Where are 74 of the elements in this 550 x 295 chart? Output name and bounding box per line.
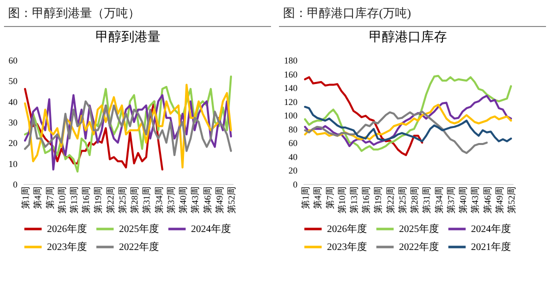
line-series [304, 110, 488, 154]
x-tick-label: 第13周 [348, 186, 359, 214]
x-tick-label: 第43周 [190, 186, 200, 214]
x-tick-label: 第28周 [130, 186, 140, 214]
chart-subtitle: 甲醇港口库存 [369, 29, 447, 44]
y-tick-label: 60 [288, 138, 298, 148]
line-series [304, 76, 424, 156]
legend-label: 2025年度 [119, 223, 159, 235]
x-tick-label: 第52周 [506, 186, 516, 214]
y-tick-label: 40 [8, 96, 18, 107]
x-tick-label: 第40周 [458, 186, 468, 214]
x-tick-label: 第25周 [397, 186, 408, 214]
legend-label: 2024年度 [191, 223, 231, 235]
x-tick-label: 第37周 [446, 186, 456, 214]
x-tick-label: 第37周 [166, 186, 176, 214]
x-tick-label: 第52周 [226, 186, 236, 214]
y-tick-label: 10 [8, 158, 18, 169]
x-tick-label: 第7周 [324, 186, 335, 209]
y-tick-label: 60 [8, 56, 18, 66]
legend-label: 2026年度 [327, 223, 367, 235]
x-tick-label: 第16周 [81, 186, 92, 214]
x-tick-label: 第31周 [422, 186, 432, 214]
x-tick-label: 第16周 [361, 186, 372, 214]
x-tick-label: 第28周 [410, 186, 420, 214]
x-tick-label: 第46周 [202, 186, 212, 214]
y-tick-label: 120 [284, 96, 298, 107]
x-tick-label: 第40周 [178, 186, 188, 214]
x-tick-label: 第4周 [312, 186, 323, 209]
x-tick-label: 第10周 [336, 186, 347, 214]
y-tick-label: 50 [8, 76, 18, 86]
y-tick-label: 20 [288, 166, 298, 176]
y-tick-label: 80 [288, 124, 298, 134]
x-tick-label: 第34周 [154, 186, 164, 214]
x-tick-label: 第10周 [56, 186, 67, 214]
y-tick-label: 140 [284, 83, 298, 94]
line-series [24, 88, 164, 171]
line-series [304, 94, 512, 148]
y-tick-label: 180 [284, 56, 298, 66]
chart-title: 图：甲醇到港量（万吨） [4, 0, 271, 27]
legend-label: 2023年度 [327, 241, 367, 253]
chart-subtitle: 甲醇到港量 [96, 29, 160, 44]
y-tick-label: 160 [284, 69, 298, 80]
x-tick-label: 第25周 [117, 186, 128, 214]
y-tick-label: 20 [8, 138, 18, 148]
x-tick-label: 第19周 [373, 186, 384, 214]
y-tick-label: 30 [8, 118, 18, 128]
x-tick-label: 第22周 [105, 186, 116, 214]
legend-label: 2023年度 [47, 241, 87, 253]
y-tick-label: 0 [293, 180, 298, 190]
x-tick-label: 第49周 [214, 186, 224, 214]
x-tick-label: 第46周 [482, 186, 492, 214]
y-tick-label: 100 [284, 110, 298, 121]
legend-label: 2022年度 [119, 241, 159, 253]
x-tick-label: 第1周 [20, 186, 31, 209]
x-tick-label: 第7周 [44, 186, 55, 209]
x-tick-label: 第19周 [93, 186, 104, 214]
x-tick-label: 第13周 [68, 186, 79, 214]
x-tick-label: 第4周 [32, 186, 43, 209]
x-tick-label: 第43周 [470, 186, 480, 214]
x-tick-label: 第22周 [385, 186, 396, 214]
legend-label: 2022年度 [399, 241, 439, 253]
legend-label: 2024年度 [471, 223, 511, 235]
x-tick-label: 第34周 [434, 186, 444, 214]
legend-label: 2021年度 [471, 241, 511, 253]
x-tick-label: 第1周 [300, 186, 311, 209]
legend-label: 2026年度 [47, 223, 87, 235]
y-tick-label: 0 [13, 180, 18, 190]
chart-title: 图：甲醇港口库存(万吨) [279, 0, 546, 27]
y-tick-label: 40 [288, 152, 298, 162]
line-series [304, 74, 512, 152]
x-tick-label: 第31周 [142, 186, 152, 214]
x-tick-label: 第49周 [494, 186, 504, 214]
line-series [24, 100, 232, 156]
legend-label: 2025年度 [399, 223, 439, 235]
